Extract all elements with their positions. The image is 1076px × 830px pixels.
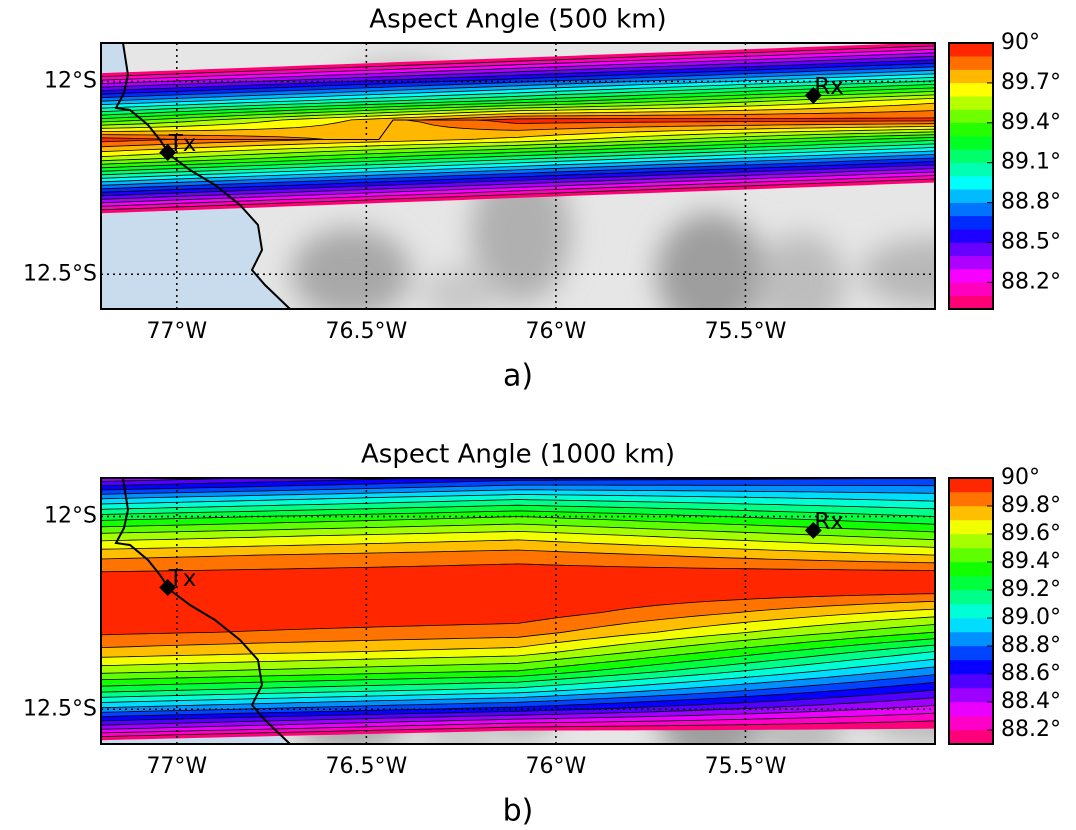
colorbar-tick-label: 88.6° [1001,661,1061,686]
colorbar-band [949,646,993,660]
colorbar-band [949,229,993,242]
colorbar-band [949,176,993,189]
x-tick-label: 76.5°W [325,754,407,779]
x-tick-label: 75.5°W [705,754,787,779]
x-tick-label: 75.5°W [705,319,787,344]
colorbar-band [949,216,993,229]
map-area [101,43,1031,333]
colorbar-band [949,688,993,702]
colorbar-band [949,136,993,149]
colorbar-band [949,56,993,69]
colorbar-tick-label: 89.0° [1001,605,1061,630]
site-label: Tx [168,131,197,157]
colorbar-band [949,123,993,136]
y-tick-label: 12°S [44,69,97,94]
colorbar-band [949,163,993,176]
colorbar-band [949,189,993,202]
colorbar-band [949,83,993,96]
colorbar-tick-label: 89.8° [1001,493,1061,518]
y-tick-label: 12.5°S [23,261,97,286]
figure: 77°W 76.5°W 76°W 75.5°W 12°S 12.5°S Tx Rx Aspect… [0,0,1076,830]
colorbar-band [949,269,993,282]
colorbar-tick-label: 90° [1001,30,1040,55]
colorbar-tick-label: 88.8° [1001,190,1061,215]
colorbar-band [949,96,993,109]
colorbar-band [949,660,993,674]
colorbar-band [949,110,993,123]
panel-label: a) [503,359,533,394]
x-tick-label: 76.5°W [325,319,407,344]
colorbar-band [949,492,993,506]
map-area [101,478,1031,768]
site-label: Rx [814,74,844,100]
colorbar-band [949,282,993,295]
colorbar-band [949,70,993,83]
colorbar-band [949,43,993,56]
x-tick-label: 76°W [526,319,587,344]
colorbar-band [949,548,993,562]
x-tick-label: 77°W [146,319,207,344]
colorbar-band [949,702,993,716]
x-tick-label: 76°W [526,754,587,779]
relief [656,213,766,333]
site-label: Rx [814,509,844,535]
relief [756,233,846,333]
colorbar-band [949,296,993,309]
colorbar-tick-label: 88.4° [1001,689,1061,714]
colorbar-band [949,149,993,162]
colorbar-band [949,604,993,618]
colorbar-band [949,534,993,548]
colorbar-band [949,576,993,590]
site-label: Tx [168,566,197,592]
colorbar-tick-label: 89.4° [1001,110,1061,135]
colorbar-tick-label: 88.8° [1001,633,1061,658]
colorbar-band [949,562,993,576]
x-tick-label: 77°W [146,754,207,779]
y-tick-label: 12.5°S [23,696,97,721]
colorbar-tick-label: 89.7° [1001,70,1061,95]
relief [421,268,501,318]
y-tick-label: 12°S [44,504,97,529]
colorbar-band [949,506,993,520]
colorbar-band [949,256,993,269]
colorbar-tick-label: 90° [1001,465,1040,490]
colorbar-band [949,203,993,216]
colorbar-band [949,590,993,604]
chart-title: Aspect Angle (1000 km) [361,440,675,470]
colorbar-band [949,716,993,730]
relief [291,228,411,318]
colorbar-tick-label: 88.2° [1001,717,1061,742]
colorbar-tick-label: 88.5° [1001,230,1061,255]
colorbar-band [949,618,993,632]
panel-label: b) [503,794,534,829]
colorbar-band [949,730,993,744]
colorbar-band [949,243,993,256]
chart-title: Aspect Angle (500 km) [369,5,666,35]
colorbar-band [949,478,993,492]
colorbar-tick-label: 89.6° [1001,521,1061,546]
colorbar-band [949,520,993,534]
colorbar-tick-label: 89.4° [1001,549,1061,574]
colorbar-tick-label: 89.2° [1001,577,1061,602]
colorbar-band [949,674,993,688]
colorbar-tick-label: 88.2° [1001,269,1061,294]
colorbar-tick-label: 89.1° [1001,150,1061,175]
colorbar-band [949,632,993,646]
